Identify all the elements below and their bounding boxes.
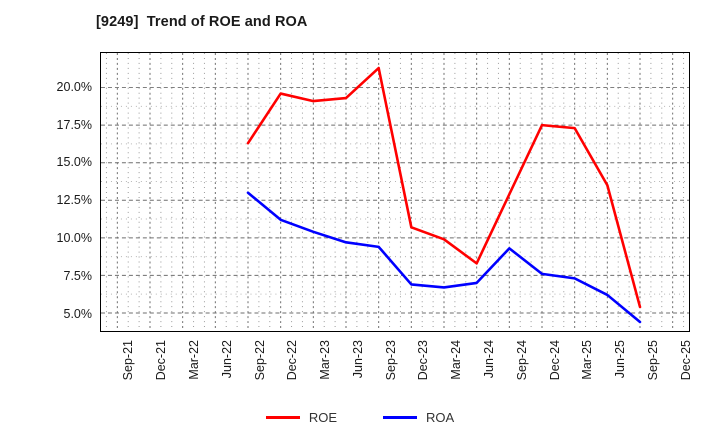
- x-tick-label: Sep-24: [514, 340, 529, 381]
- legend-color-swatch: [383, 415, 417, 419]
- x-tick-label: Jun-24: [481, 340, 496, 379]
- y-tick-label: 17.5%: [56, 117, 92, 132]
- x-tick-label: Mar-23: [318, 340, 333, 380]
- x-tick-label: Mar-25: [580, 340, 595, 380]
- x-tick-label: Sep-23: [383, 340, 398, 381]
- y-tick-label: 15.0%: [56, 155, 92, 170]
- legend-color-swatch: [265, 415, 300, 419]
- x-tick-label: Jun-22: [219, 340, 234, 379]
- x-tick-label: Mar-22: [186, 340, 201, 380]
- x-tick-label: Jun-23: [350, 340, 365, 379]
- x-tick-label: Dec-24: [547, 340, 562, 381]
- x-tick-label: Dec-22: [285, 340, 300, 381]
- y-tick-label: 20.0%: [56, 79, 92, 94]
- series-line-roe: [246, 66, 642, 309]
- x-tick-label: Sep-22: [252, 340, 267, 381]
- y-tick-label: 10.0%: [56, 231, 92, 246]
- plot-area: [100, 52, 690, 332]
- y-tick-label: 5.0%: [63, 306, 93, 321]
- x-tick-label: Sep-25: [645, 340, 660, 381]
- legend-item-roe[interactable]: ROE: [265, 409, 337, 425]
- y-tick-label: 7.5%: [63, 269, 93, 283]
- y-axis-labels: 5.0% 7.5% 10.0% 12.5% 15.0% 17.5% 20.0%: [0, 52, 92, 332]
- series-line-roa: [246, 191, 642, 324]
- series-lines: [246, 66, 642, 324]
- legend-label: ROE: [308, 409, 337, 425]
- chart-legend: ROE ROA: [0, 404, 720, 430]
- chart-title: [9249] Trend of ROE and ROA: [96, 14, 308, 30]
- legend-item-roa[interactable]: ROA: [383, 410, 454, 425]
- x-tick-label: Jun-25: [613, 340, 628, 379]
- x-tick-label: Sep-21: [121, 340, 136, 381]
- x-tick-label: Mar-24: [449, 340, 464, 380]
- x-tick-label: Dec-25: [678, 340, 693, 381]
- x-tick-label: Dec-23: [416, 340, 431, 381]
- x-tick-label: Dec-21: [154, 340, 169, 381]
- legend-label: ROA: [426, 409, 455, 425]
- y-tick-label: 12.5%: [56, 193, 92, 208]
